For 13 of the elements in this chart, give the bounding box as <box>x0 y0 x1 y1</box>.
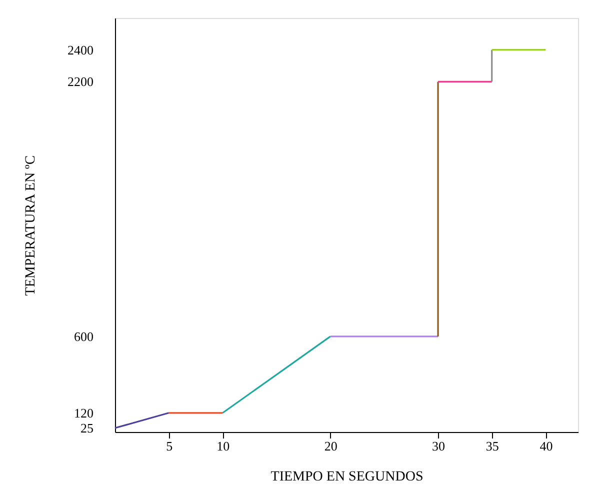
x-tick-label: 20 <box>324 438 338 454</box>
y-tick-label: 2400 <box>68 42 94 58</box>
y-tick-label: 2200 <box>68 74 94 90</box>
x-axis-title: TIEMPO EN SEGUNDOS <box>270 470 424 484</box>
x-tick-label: 40 <box>540 438 553 454</box>
x-tick-label: 10 <box>216 438 230 454</box>
x-tick-label: 35 <box>486 438 499 454</box>
y-tick-label: 25 <box>80 420 94 436</box>
y-axis-title: TEMPERATURA EN ºC <box>24 155 38 296</box>
y-tick-label: 120 <box>74 405 94 420</box>
x-tick-label: 30 <box>432 438 446 454</box>
x-tick-label: 5 <box>166 438 173 454</box>
y-tick-label: 600 <box>74 328 94 344</box>
